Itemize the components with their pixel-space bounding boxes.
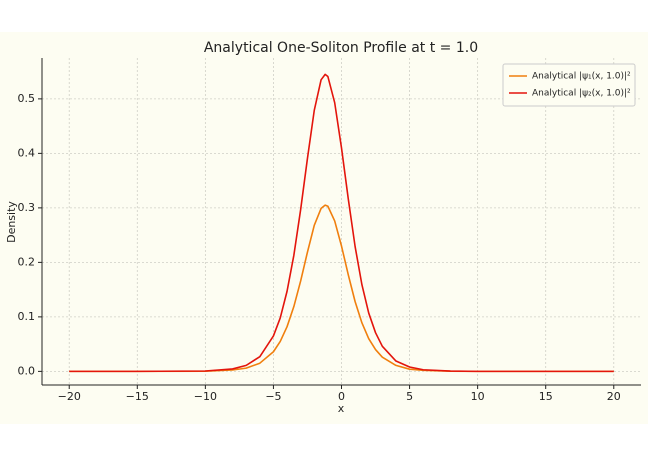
series-line <box>69 204 614 373</box>
x-tick-label: 5 <box>406 390 413 403</box>
y-tick-label: 0.2 <box>18 255 36 268</box>
y-axis-label: Density <box>5 201 18 243</box>
x-tick-label: −15 <box>126 390 149 403</box>
x-tick-label: −10 <box>194 390 217 403</box>
x-tick-label: −20 <box>58 390 81 403</box>
chart-title: Analytical One-Soliton Profile at t = 1.… <box>204 40 478 56</box>
x-tick-label: 20 <box>607 390 621 403</box>
x-tick-label: 0 <box>338 390 345 403</box>
legend-box <box>502 63 636 107</box>
x-tick-label: −5 <box>265 390 281 403</box>
legend-label: Analytical |ψ₁(x, 1.0)|² <box>532 72 631 82</box>
x-tick-label: 15 <box>539 390 553 403</box>
x-tick-label: 10 <box>471 390 485 403</box>
x-axis-label: x <box>338 402 345 415</box>
legend-label: Analytical |ψ₂(x, 1.0)|² <box>532 89 631 99</box>
y-tick-label: 0.4 <box>18 146 36 159</box>
y-tick-label: 0.5 <box>18 92 36 105</box>
series-line <box>69 73 614 373</box>
y-tick-label: 0.3 <box>18 201 36 214</box>
y-tick-label: 0.0 <box>18 364 36 377</box>
y-tick-label: 0.1 <box>18 310 36 323</box>
